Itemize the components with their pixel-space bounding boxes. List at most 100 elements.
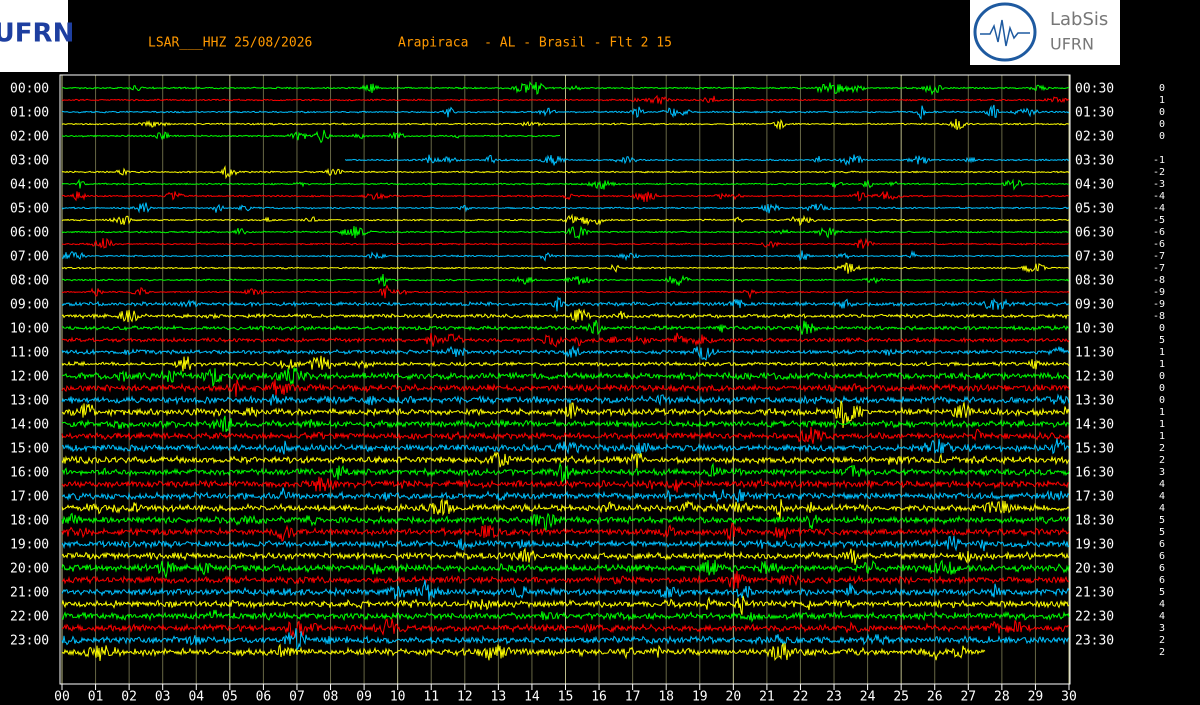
x-tick-label: 00: [54, 690, 70, 705]
offset-label: 0: [1159, 323, 1165, 334]
seismic-trace: [61, 104, 1070, 121]
seismic-trace: [61, 618, 1070, 639]
seismic-trace: [61, 595, 1070, 615]
seismic-trace: [61, 165, 1070, 180]
offset-label: 6: [1159, 575, 1165, 586]
right-time-label: 20:30: [1075, 562, 1114, 577]
x-tick-label: 17: [625, 690, 641, 705]
plot-frame: [59, 74, 1071, 685]
offset-label: 0: [1159, 131, 1165, 142]
x-tick-label: 10: [390, 690, 406, 705]
x-tick-label: 22: [793, 690, 809, 705]
right-time-label: 14:30: [1075, 418, 1114, 433]
logo-wave: [980, 19, 1030, 47]
seismic-trace: [61, 225, 1070, 240]
x-tick-label: 23: [826, 690, 842, 705]
seismic-trace: [61, 415, 1070, 433]
seismic-trace: [61, 570, 1070, 589]
location-title: Arapiraca - AL - Brasil - Flt 2 15: [398, 36, 672, 51]
right-time-label: 00:30: [1075, 82, 1114, 97]
offset-label: 0: [1159, 395, 1165, 406]
offset-label: 3: [1159, 623, 1165, 634]
seismic-trace: [61, 476, 1070, 493]
right-time-label: 21:30: [1075, 586, 1114, 601]
offset-label: 2: [1159, 647, 1165, 658]
right-time-label: 23:30: [1075, 634, 1114, 649]
seismic-trace: [61, 262, 1070, 274]
right-time-label: 15:30: [1075, 442, 1114, 457]
x-tick-label: 07: [289, 690, 305, 705]
seismic-trace: [61, 332, 1070, 348]
seismic-trace: [61, 296, 1070, 312]
left-time-label: 12:00: [10, 370, 49, 385]
seismic-trace: [61, 609, 1070, 623]
offset-label: -2: [1153, 167, 1165, 178]
x-tick-label: 19: [692, 690, 708, 705]
right-time-label: 10:30: [1075, 322, 1114, 337]
right-time-label: 17:30: [1075, 490, 1114, 505]
seismic-trace: [61, 178, 1070, 191]
right-time-label: 22:30: [1075, 610, 1114, 625]
offset-label: -7: [1153, 251, 1165, 262]
left-time-label: 18:00: [10, 514, 49, 529]
x-tick-label: 27: [960, 690, 976, 705]
offset-label: 0: [1159, 107, 1165, 118]
offset-label: -6: [1153, 239, 1165, 250]
seismic-trace: [61, 345, 1070, 361]
x-tick-label: 18: [658, 690, 674, 705]
grid: [61, 75, 1070, 690]
seismic-trace: [61, 190, 1070, 202]
offset-label: 5: [1159, 587, 1165, 598]
x-tick-label: 02: [121, 690, 137, 705]
seismic-trace: [61, 393, 1070, 407]
right-time-label: 18:30: [1075, 514, 1114, 529]
x-tick-label: 06: [256, 690, 272, 705]
offset-label: 0: [1159, 383, 1165, 394]
offset-label: 4: [1159, 611, 1165, 622]
left-time-label: 02:00: [10, 130, 49, 145]
offset-label: 5: [1159, 527, 1165, 538]
right-time-label: 05:30: [1075, 202, 1114, 217]
left-time-label: 10:00: [10, 322, 49, 337]
offset-label: -1: [1153, 155, 1165, 166]
seismic-trace: [61, 213, 1070, 227]
offset-label: 5: [1159, 515, 1165, 526]
x-tick-label: 24: [860, 690, 876, 705]
seismic-trace: [62, 438, 1070, 455]
offset-label: 0: [1159, 83, 1165, 94]
left-time-label: 16:00: [10, 466, 49, 481]
x-tick-label: 21: [759, 690, 775, 705]
offset-label: -3: [1153, 179, 1165, 190]
left-time-label: 00:00: [10, 82, 49, 97]
right-time-label: 02:30: [1075, 130, 1114, 145]
seismic-trace: [61, 202, 1070, 214]
offset-label: 2: [1159, 635, 1165, 646]
left-time-label: 14:00: [10, 418, 49, 433]
logo-right-bottom: UFRN: [1050, 35, 1094, 54]
x-tick-label: 25: [893, 690, 909, 705]
left-time-label: 21:00: [10, 586, 49, 601]
offset-label: 1: [1159, 359, 1165, 370]
x-tick-label: 11: [423, 690, 439, 705]
left-time-label: 01:00: [10, 106, 49, 121]
left-time-label: 06:00: [10, 226, 49, 241]
logo-left-box: [0, 0, 68, 72]
x-tick-label: 16: [591, 690, 607, 705]
seismic-trace: [62, 320, 1070, 336]
right-time-label: 03:30: [1075, 154, 1114, 169]
seismic-trace: [61, 559, 1070, 579]
seismic-trace: [61, 451, 1070, 469]
logo-ring: [973, 2, 1037, 62]
offset-label: 6: [1159, 563, 1165, 574]
left-time-label: 03:00: [10, 154, 49, 169]
offset-label: -8: [1153, 311, 1165, 322]
seismic-trace: [61, 81, 1070, 96]
logo-left: UFRN: [0, 19, 74, 49]
x-tick-label: 04: [188, 690, 204, 705]
right-time-label: 01:30: [1075, 106, 1114, 121]
left-time-label: 15:00: [10, 442, 49, 457]
left-time-label: 20:00: [10, 562, 49, 577]
left-time-label: 11:00: [10, 346, 49, 361]
traces: [61, 81, 1070, 662]
